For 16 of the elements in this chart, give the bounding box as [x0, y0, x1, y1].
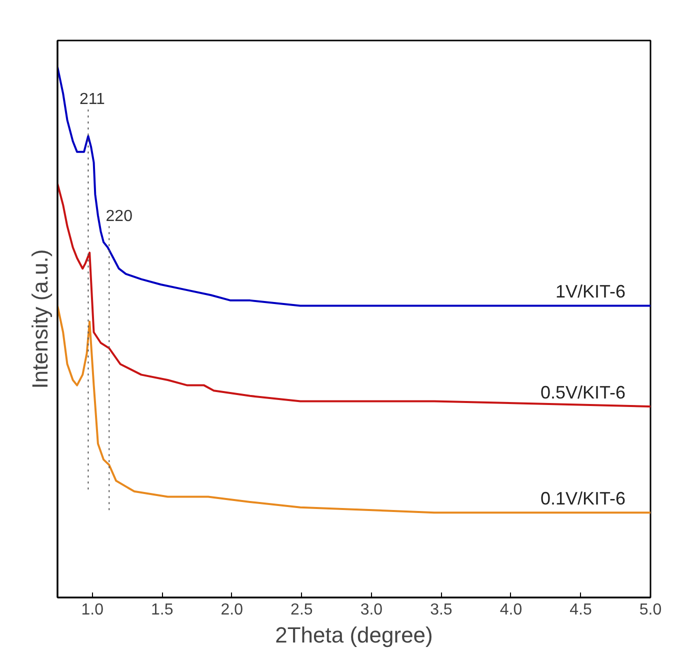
- annotation: 220: [106, 208, 133, 225]
- y-axis-title: Intensity (a.u.): [28, 249, 52, 389]
- x-tick-label: 1.0: [81, 602, 104, 618]
- x-tick-label: 5.0: [639, 602, 662, 618]
- x-tick-label: 3.0: [360, 602, 383, 618]
- x-tick-label: 2.5: [290, 602, 313, 618]
- x-tick-label: 4.5: [570, 602, 592, 618]
- x-tick-label: 1.5: [151, 602, 174, 618]
- series-label: 0.5V/KIT-6: [540, 382, 626, 403]
- x-tick-label: 4.0: [500, 602, 522, 618]
- x-tick-label: 2.0: [220, 602, 244, 618]
- x-tick-label: 3.5: [430, 602, 452, 618]
- annotation: 211: [79, 91, 106, 108]
- series-label: 1V/KIT-6: [555, 282, 626, 302]
- x-axis-title: 2Theta (degree): [275, 622, 433, 648]
- series-label: 0.1V/KIT-6: [540, 488, 626, 509]
